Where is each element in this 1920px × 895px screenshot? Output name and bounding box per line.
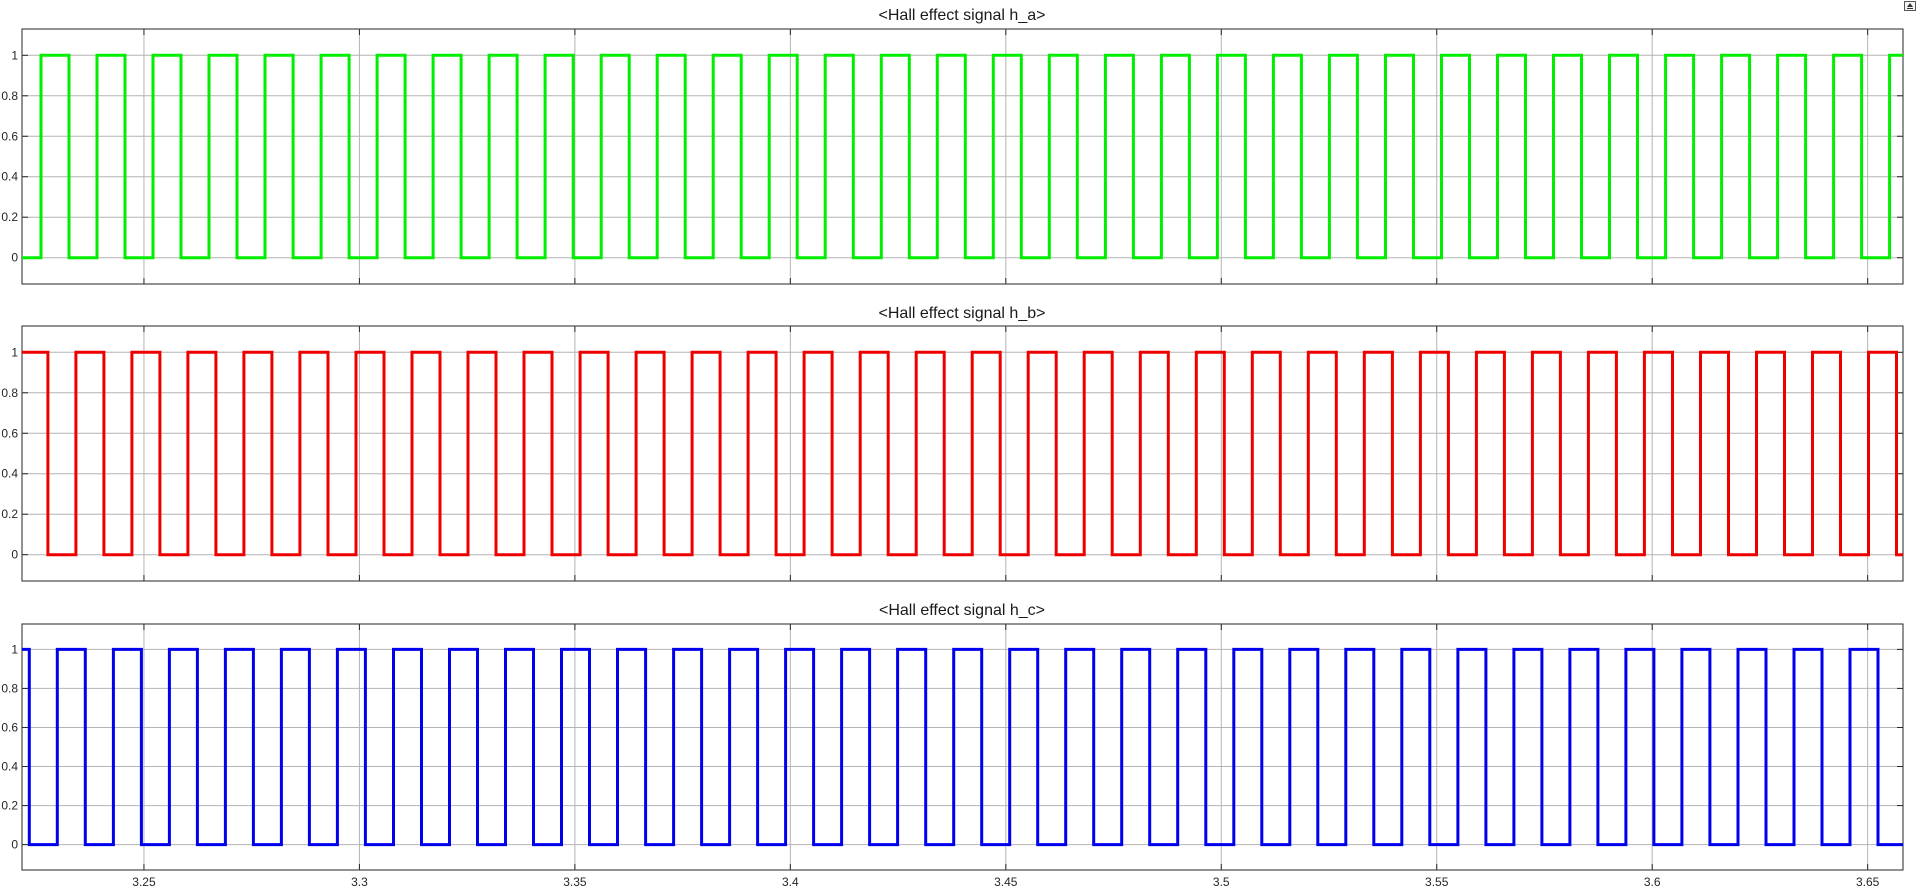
ticks-h_a: 0 0.2 0.4 0.6 0.8 1 [1,29,1903,284]
x-tick-label: 3.65 [1856,875,1880,889]
y-tick-label: 0.8 [1,89,18,103]
axes-h_a[interactable] [21,28,1904,285]
y-tick-label: 0.2 [1,210,18,224]
y-tick-label: 0.8 [1,681,18,695]
x-tick-label: 3.25 [132,875,156,889]
x-tick-label: 3.45 [994,875,1018,889]
axes-h_b[interactable] [21,325,1904,582]
y-tick-label: 0.2 [1,507,18,521]
plot-h_a: 0 0.2 0.4 0.6 0.8 1 <Hall effect signal h_a> [1,7,1904,285]
bar-icon [1907,8,1913,9]
plot-h_c: 0 0.2 0.4 0.6 0.8 1 3.25 3.3 3.35 3.4 3.45 3.5 3.55 3… [1,602,1904,889]
x-tick-label: 3.6 [1644,875,1661,889]
y-tick-label: 0.2 [1,799,18,813]
y-tick-label: 0.4 [1,170,18,184]
y-tick-label: 1 [11,642,18,656]
y-tick-label: 0 [11,548,18,562]
signal-line-h_a [22,53,1903,260]
arrow-up-icon [1907,3,1913,7]
title-h_c: <Hall effect signal h_c> [879,602,1045,619]
y-tick-label: 0.4 [1,760,18,774]
x-tick-label: 3.35 [563,875,587,889]
x-tick-label: 3.5 [1213,875,1230,889]
y-tick-label: 0.8 [1,386,18,400]
signal-line-h_b [22,350,1903,557]
ticks-h_c: 0 0.2 0.4 0.6 0.8 1 3.25 3.3 3.35 3.4 3.45 3.5 3.55 3… [1,624,1903,889]
ticks-h_b: 0 0.2 0.4 0.6 0.8 1 [1,326,1903,581]
y-tick-label: 0 [11,838,18,852]
y-tick-label: 0 [11,251,18,265]
axes-h_c[interactable] [21,623,1904,871]
plot-h_b: 0 0.2 0.4 0.6 0.8 1 <Hall effect signal h_b> [1,305,1904,582]
y-tick-label: 0.6 [1,720,18,734]
x-tick-label: 3.55 [1425,875,1449,889]
y-tick-label: 0.4 [1,467,18,481]
y-tick-label: 1 [11,48,18,62]
y-tick-label: 0.6 [1,426,18,440]
signal-line-h_c [22,647,1903,847]
title-h_a: <Hall effect signal h_a> [879,7,1046,24]
x-tick-label: 3.4 [782,875,799,889]
y-tick-label: 1 [11,345,18,359]
title-h_b: <Hall effect signal h_b> [879,305,1046,322]
x-tick-label: 3.3 [351,875,368,889]
y-tick-label: 0.6 [1,129,18,143]
restore-layout-button[interactable] [1904,1,1916,11]
